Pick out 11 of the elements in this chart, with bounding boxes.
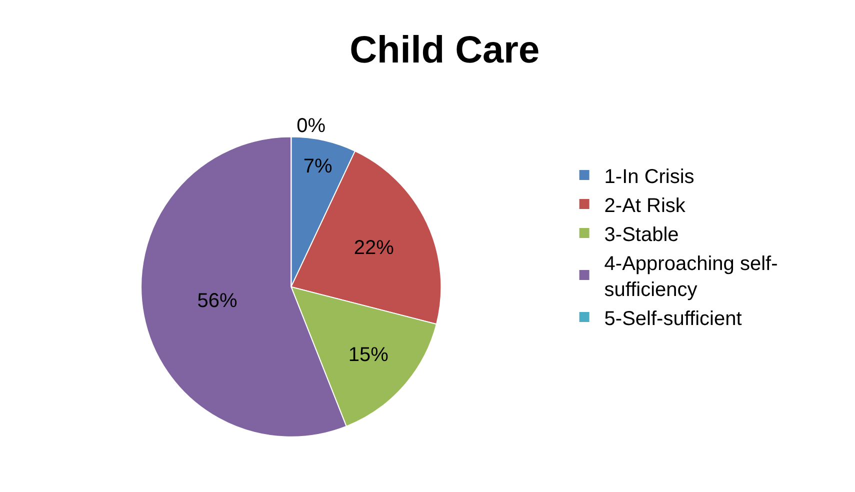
data-label: 7% — [303, 156, 333, 178]
text: 0% — [296, 114, 326, 137]
legend-label: 4-Approaching self-sufficiency — [604, 252, 778, 301]
data-label: 15% — [348, 344, 389, 366]
data-label: 56% — [197, 290, 238, 312]
legend-label: 1-In Crisis — [604, 166, 694, 188]
legend-label: 5-Self-sufficient — [604, 308, 742, 330]
data-label: 22% — [354, 236, 394, 259]
legend-label: 2-At Risk — [604, 194, 686, 217]
chart-title: Child Care — [350, 30, 540, 72]
legend-label: 3-Stable — [604, 224, 679, 246]
